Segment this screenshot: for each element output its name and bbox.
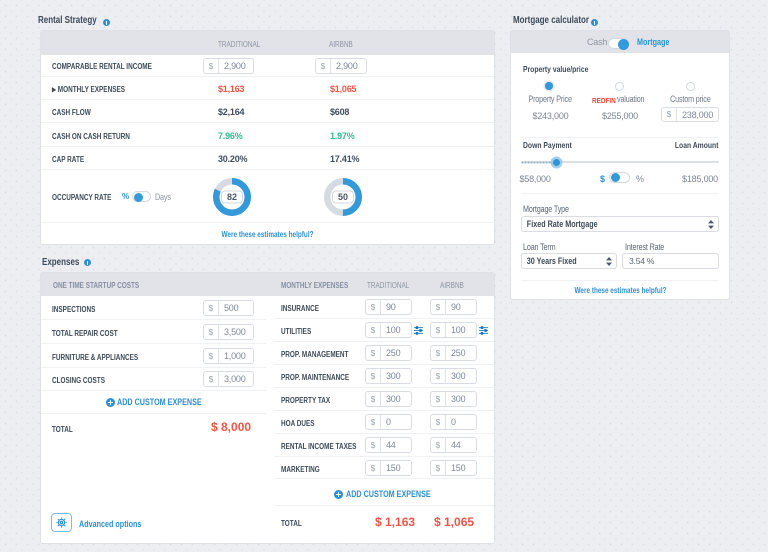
svg-text:50: 50 <box>338 192 348 202</box>
svg-text:82: 82 <box>227 192 237 202</box>
